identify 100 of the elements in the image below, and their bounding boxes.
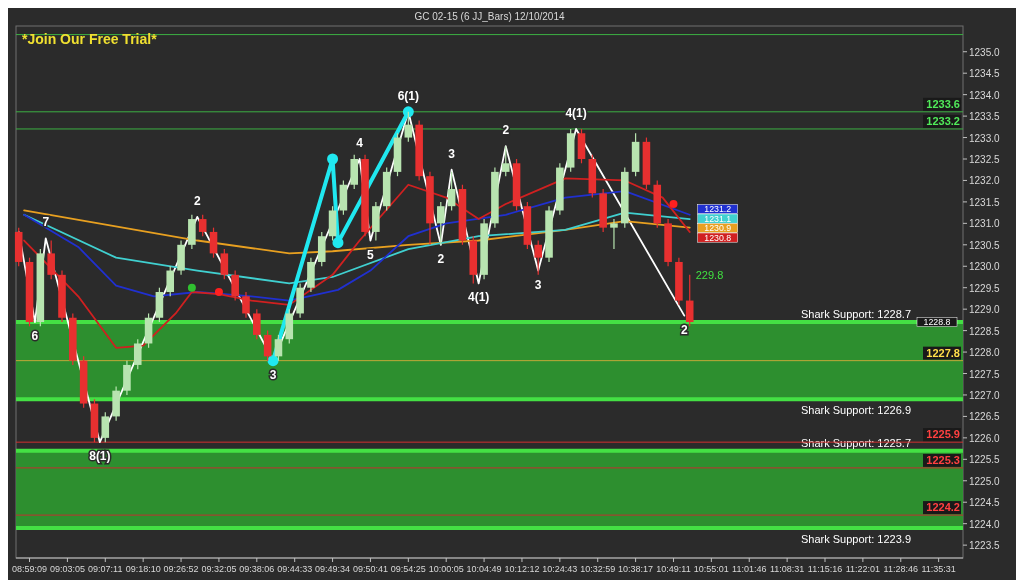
x-tick-label: 10:55:01 [693, 564, 729, 574]
annotation: 2 [193, 193, 201, 208]
point [332, 237, 344, 249]
ref-line-label: 1224.2 [926, 501, 960, 514]
point [214, 288, 223, 296]
y-tick-label: 1223.5 [969, 540, 1001, 552]
ref-line-label: 1225.3 [926, 453, 960, 466]
annotation: 2 [680, 322, 688, 337]
ref-line-label: 1227.8 [926, 346, 960, 359]
x-tick-label: 09:32:05 [201, 564, 237, 574]
candlestick [220, 248, 229, 280]
annotation: 5 [367, 247, 375, 262]
y-tick-label: 1231.0 [969, 218, 1001, 230]
x-tick-label: 09:26:52 [163, 564, 199, 574]
y-tick-label: 1228.5 [969, 325, 1001, 337]
ref-line-label: 1233.6 [926, 97, 960, 110]
y-tick-label: 1230.0 [969, 261, 1001, 273]
annotation: 2 [502, 123, 510, 138]
y-tick-label: 1225.0 [969, 475, 1001, 487]
x-tick-label: 11:15:16 [807, 564, 843, 574]
ref-line-label: Shark Support: 1223.9 [800, 532, 911, 545]
data-label: 1230.9 [704, 223, 732, 234]
y-tick-label: 1229.5 [969, 282, 1001, 294]
x-tick-label: 10:12:12 [504, 564, 540, 574]
y-tick-label: 1224.5 [969, 497, 1001, 509]
y-tick-label: 1233.5 [969, 111, 1001, 123]
annotation: 6 [31, 329, 39, 344]
candlestick [166, 265, 175, 297]
candlestick [437, 201, 445, 246]
data-label: 1230.8 [704, 232, 732, 243]
candlestick [263, 330, 272, 362]
y-tick-label: 1226.0 [969, 432, 1001, 444]
y-tick-label: 1227.0 [969, 389, 1001, 401]
x-tick-label: 10:24:43 [542, 564, 578, 574]
candlestick [534, 239, 542, 276]
x-tick-label: 09:07:11 [88, 564, 123, 574]
y-tick-label: 1234.5 [969, 68, 1001, 80]
annotation: 3 [448, 146, 456, 161]
y-tick-label: 1225.5 [969, 454, 1001, 466]
ref-line-label: 1233.2 [926, 114, 960, 127]
x-tick-label: 08:59:09 [12, 564, 48, 574]
candlestick [610, 218, 618, 250]
x-tick-label: 09:38:06 [239, 564, 275, 574]
point [327, 153, 339, 165]
candlestick [242, 291, 250, 319]
annotation: 1228.8 [923, 317, 951, 328]
candlestick [101, 411, 110, 443]
y-tick-label: 1224.0 [969, 518, 1001, 530]
x-tick-label: 09:44:33 [277, 564, 313, 574]
annotation: 8(1) [89, 449, 111, 464]
annotation: 3 [534, 277, 542, 292]
ref-line-label: Shark Support: 1228.7 [800, 308, 911, 321]
y-tick-label: 1228.0 [969, 347, 1001, 359]
x-tick-label: 10:00:05 [428, 564, 464, 574]
x-tick-label: 09:50:41 [352, 564, 388, 574]
y-tick-label: 1235.0 [969, 46, 1001, 58]
ref-line-label: 1225.9 [926, 428, 960, 441]
y-tick-label: 1231.5 [969, 196, 1001, 208]
data-label: 1231.1 [704, 213, 732, 224]
x-tick-label: 11:01:46 [732, 564, 767, 574]
x-tick-label: 11:28:46 [883, 564, 918, 574]
x-tick-label: 09:54:25 [390, 564, 426, 574]
x-tick-label: 10:49:11 [656, 564, 691, 574]
annotation: 3 [269, 367, 277, 382]
point [402, 106, 414, 118]
x-tick-label: 09:18:10 [125, 564, 161, 574]
y-tick-label: 1232.0 [969, 175, 1001, 187]
candlestick [198, 214, 207, 237]
candlestick [274, 334, 283, 362]
y-tick-label: 1227.5 [969, 368, 1001, 380]
y-tick-label: 1232.5 [969, 154, 1001, 165]
annotation: 2 [437, 251, 445, 266]
data-label: 1231.2 [704, 204, 732, 215]
x-tick-label: 09:03:05 [49, 564, 85, 574]
ref-line-label: Shark Support: 1225.7 [800, 436, 911, 449]
x-tick-label: 10:38:17 [618, 564, 654, 574]
annotation: 4 [356, 136, 364, 150]
x-tick-label: 10:04:49 [466, 564, 502, 574]
candlestick [209, 227, 218, 259]
ref-line-label: Shark Support: 1226.9 [800, 404, 911, 417]
candlestick [231, 269, 239, 302]
candlestick [685, 274, 694, 327]
x-tick-label: 10:32:59 [580, 564, 616, 574]
annotation: 229.8 [695, 268, 724, 281]
x-tick-label: 11:35:31 [921, 564, 956, 574]
point [187, 283, 196, 292]
y-tick-label: 1229.0 [969, 304, 1001, 316]
annotation: 6(1) [397, 88, 419, 103]
candlestick [47, 239, 55, 280]
y-tick-label: 1230.5 [969, 239, 1001, 251]
annotation: 4(1) [468, 290, 490, 305]
candlestick [253, 308, 261, 340]
chart-title: GC 02-15 (6 JJ_Bars) 12/10/2014 [414, 11, 565, 22]
point [669, 200, 678, 209]
annotation: 4(1) [565, 105, 587, 120]
annotation: *Join Our Free Trial* [22, 31, 158, 47]
candlestick [501, 145, 510, 177]
candlestick [447, 171, 456, 212]
x-tick-label: 11:08:31 [769, 564, 805, 574]
x-tick-label: 11:22:01 [845, 564, 881, 574]
